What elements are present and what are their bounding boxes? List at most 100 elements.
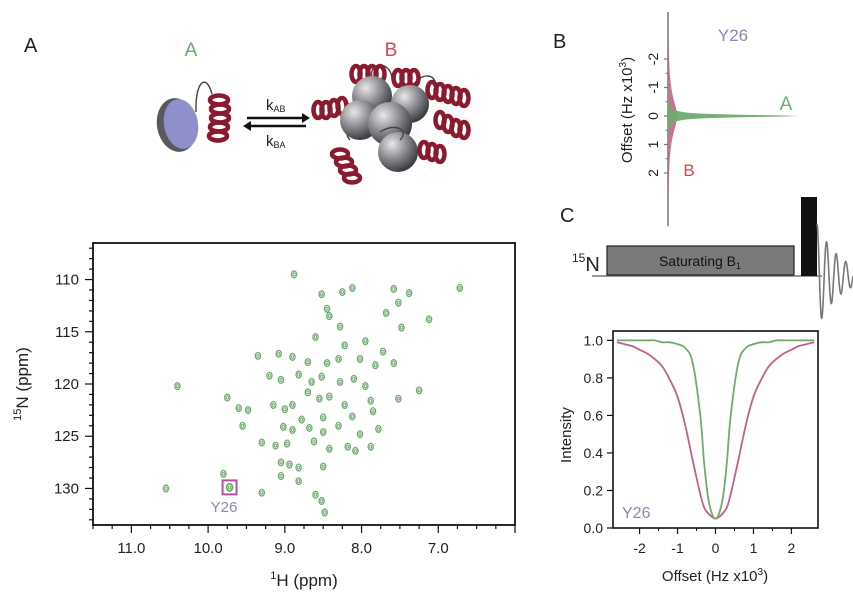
profile-y-tick-label: 0.0 — [584, 520, 604, 536]
hsqc-peak — [405, 289, 413, 298]
hsqc-peak — [335, 421, 342, 430]
state-b-label: B — [385, 40, 398, 61]
state-a-lineshape — [668, 41, 798, 191]
lineshape-tick-label: -2 — [645, 53, 661, 66]
hsqc-peak — [289, 352, 296, 361]
hsqc-peak — [326, 312, 333, 321]
hsqc-peak — [318, 372, 325, 381]
hsqc-spectrum: 11.0 10.0 9.0 8.0 7.0 110 115 120 125 130 Y26 1H… — [12, 242, 516, 590]
panel-label-a: A — [24, 35, 38, 57]
monomer-helix — [206, 93, 232, 143]
hsqc-peak — [286, 460, 293, 469]
hsqc-x-axis: 11.0 10.0 9.0 8.0 7.0 — [92, 525, 516, 557]
profile-x-tick-label: -1 — [671, 540, 684, 556]
y26-highlight — [221, 479, 238, 496]
hsqc-peak — [316, 394, 323, 403]
hsqc-peak — [295, 477, 302, 486]
hsqc-peak — [395, 298, 402, 307]
hsqc-x-label: 1H (ppm) — [270, 570, 338, 590]
fid-signal — [816, 223, 853, 320]
hsqc-peak — [395, 394, 402, 403]
offset-axis-ticks: -2 -1 0 1 2 — [645, 53, 668, 177]
hsqc-peak — [266, 371, 273, 380]
hsqc-y-tick-label: 115 — [55, 324, 79, 341]
hsqc-peak — [456, 283, 464, 292]
profile-x-tick-label: -2 — [633, 540, 646, 556]
profile-x-tick-label: 1 — [750, 540, 758, 556]
hsqc-peak — [308, 377, 315, 386]
equilibrium-arrows: kAB kBA — [243, 97, 310, 150]
hsqc-peak — [398, 323, 405, 332]
monomer-illustration — [156, 81, 232, 152]
hsqc-peak — [224, 393, 231, 402]
hsqc-peak — [321, 508, 328, 517]
profile-y-tick-label: 0.4 — [584, 445, 604, 461]
hsqc-y-tick-label: 110 — [55, 272, 79, 289]
nucleus-label: 15N — [572, 251, 600, 276]
hsqc-peak — [258, 488, 266, 497]
lineshape-label-b: B — [683, 161, 694, 180]
hsqc-peak — [344, 442, 351, 451]
hsqc-y-label: 15N (ppm) — [12, 347, 32, 421]
oligomer-illustration — [311, 63, 471, 185]
hsqc-peak — [390, 359, 398, 368]
lineshape-axis-label: Offset (Hz x103) — [618, 57, 636, 163]
hsqc-peak — [323, 359, 331, 368]
lineshape-tick-label: -1 — [645, 81, 661, 94]
hsqc-peak — [254, 351, 262, 360]
hsqc-peak — [415, 386, 423, 395]
hsqc-y-tick-label: 130 — [54, 480, 79, 497]
profile-x-label: Offset (Hz x103) — [662, 567, 768, 585]
lineshape-tick-label: 1 — [645, 140, 661, 148]
hsqc-peak — [362, 337, 369, 346]
hsqc-peak — [323, 304, 331, 313]
lineshape-tick-label: 2 — [645, 169, 661, 177]
hsqc-peak — [336, 322, 344, 331]
hsqc-peak — [174, 382, 181, 391]
hsqc-peak — [382, 308, 390, 318]
profile-x-tick-label: 0 — [712, 540, 720, 556]
hsqc-peak — [335, 354, 342, 363]
hsqc-x-tick-label: 9.0 — [274, 540, 295, 557]
hsqc-peak — [270, 400, 277, 409]
hsqc-peak — [390, 284, 398, 294]
hsqc-peak — [372, 361, 379, 370]
profile-annotation: Y26 — [622, 505, 651, 522]
hsqc-peak — [341, 341, 348, 350]
hsqc-peak — [362, 382, 369, 391]
hsqc-peak — [379, 347, 387, 356]
series-line-b — [616, 341, 815, 520]
hsqc-peak — [277, 471, 285, 480]
profile-x-tick-label: 2 — [788, 540, 796, 556]
hsqc-peak — [312, 332, 319, 342]
hsqc-peak — [349, 412, 356, 421]
profile-y-tick-label: 0.6 — [584, 407, 604, 423]
hsqc-x-tick-label: 10.0 — [193, 540, 222, 557]
hsqc-peak — [326, 444, 333, 453]
hsqc-peak — [312, 490, 319, 499]
hsqc-peak — [295, 463, 302, 472]
profile-x-axis: -2 -1 0 1 2 — [633, 528, 796, 556]
hsqc-peak — [277, 375, 285, 384]
y26-highlight-box — [221, 479, 238, 496]
hsqc-peak — [425, 315, 433, 324]
profile-y-tick-label: 0.8 — [584, 370, 604, 386]
lineshape-a — [668, 41, 798, 191]
hsqc-peak — [341, 400, 348, 409]
pulse-sequence: Saturating B1 15N — [572, 197, 853, 320]
saturation-label: Saturating B1 — [659, 253, 741, 271]
panel-label-b: B — [553, 31, 566, 53]
hsqc-peak — [239, 421, 246, 430]
series-line-a — [616, 339, 815, 520]
state-a-label: A — [185, 40, 198, 61]
hsqc-peak — [319, 427, 327, 437]
readout-pulse — [801, 197, 817, 276]
hsqc-peak — [226, 483, 233, 492]
hsqc-peak — [306, 423, 313, 432]
hsqc-peak — [350, 374, 358, 383]
y26-peak — [225, 482, 234, 492]
hsqc-peak — [356, 354, 364, 363]
hsqc-peak — [162, 484, 170, 493]
hsqc-peak — [319, 413, 327, 422]
